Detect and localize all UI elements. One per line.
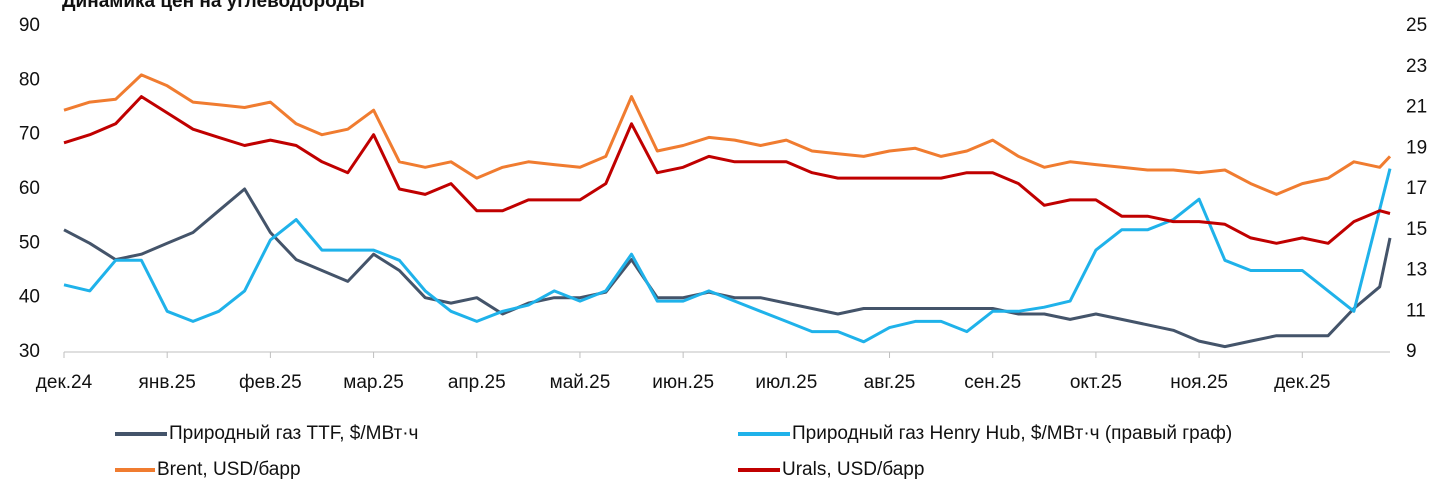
series-line	[63, 187, 1392, 349]
y-tick-label: 50	[19, 232, 40, 253]
x-tick-label: мар.25	[343, 372, 404, 393]
series-line	[63, 168, 1392, 344]
x-tick-label: ноя.25	[1170, 372, 1228, 393]
y2-tick-label: 21	[1406, 97, 1427, 118]
y2-tick-label: 25	[1406, 15, 1427, 36]
legend-label: Природный газ TTF, $/МВт·ч	[169, 423, 418, 444]
y2-tick-label: 17	[1406, 178, 1427, 199]
x-tick-label: май.25	[550, 372, 611, 393]
y2-tick-label: 9	[1406, 341, 1417, 362]
x-tick-label: сен.25	[964, 372, 1021, 393]
y-tick-label: 30	[19, 341, 40, 362]
chart-title: Динамика цен на углеводороды	[62, 0, 365, 12]
legend-label: Природный газ Henry Hub, $/МВт·ч (правый…	[792, 423, 1232, 444]
y2-tick-label: 23	[1406, 56, 1427, 77]
y-tick-label: 90	[19, 15, 40, 36]
x-tick-label: окт.25	[1070, 372, 1122, 393]
x-tick-label: апр.25	[448, 372, 506, 393]
y-tick-label: 40	[19, 287, 40, 308]
y-tick-label: 70	[19, 124, 40, 145]
legend-label: Brent, USD/барр	[157, 459, 301, 480]
y-tick-label: 80	[19, 69, 40, 90]
legend-label: Urals, USD/барр	[782, 459, 924, 480]
x-tick-label: авг.25	[864, 372, 916, 393]
x-tick-label: янв.25	[139, 372, 196, 393]
series-line	[63, 73, 1392, 196]
y2-tick-label: 13	[1406, 260, 1427, 281]
y2-tick-label: 11	[1406, 300, 1426, 321]
y2-tick-label: 19	[1406, 137, 1427, 158]
x-tick-label: дек.25	[1274, 372, 1330, 393]
y-tick-label: 60	[19, 178, 40, 199]
x-tick-label: июн.25	[652, 372, 714, 393]
x-tick-label: дек.24	[36, 372, 93, 393]
series-line	[63, 95, 1391, 245]
x-tick-label: июл.25	[755, 372, 817, 393]
y2-tick-label: 15	[1406, 219, 1427, 240]
x-tick-label: фев.25	[239, 372, 302, 393]
